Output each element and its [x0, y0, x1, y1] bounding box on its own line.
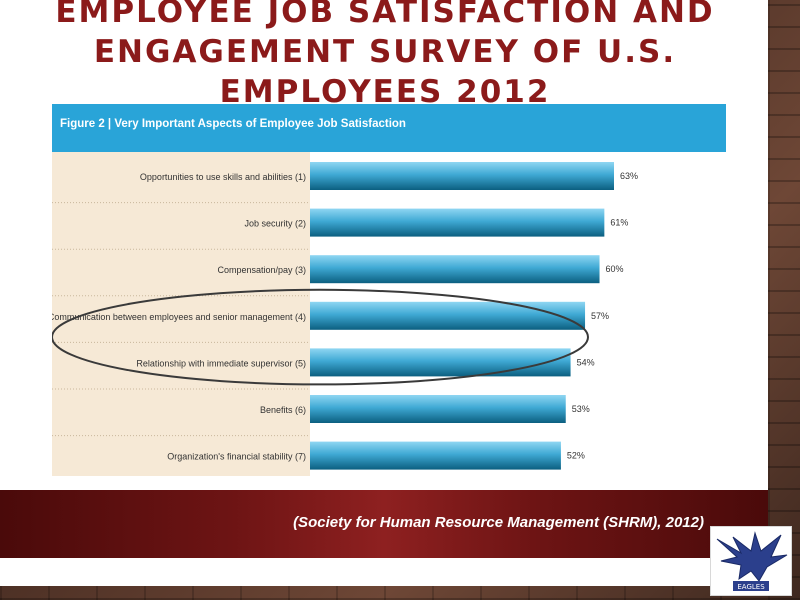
slide-title: EMPLOYEE JOB SATISFACTION AND ENGAGEMENT… — [55, 0, 715, 110]
bar — [310, 255, 600, 284]
bar — [310, 301, 586, 330]
category-label: Job security (2) — [244, 219, 306, 229]
value-label: 54% — [577, 357, 595, 367]
bar — [310, 348, 571, 377]
chart-header: Figure 2 | Very Important Aspects of Emp… — [52, 104, 726, 152]
category-label: Organization's financial stability (7) — [167, 452, 306, 462]
category-label: Communication between employees and seni… — [52, 312, 306, 322]
citation-text: (Society for Human Resource Management (… — [293, 514, 704, 531]
eagle-logo-icon: EAGLES — [710, 526, 792, 596]
value-label: 60% — [606, 264, 624, 274]
bar-chart: Opportunities to use skills and abilitie… — [52, 162, 638, 470]
footer-band: (Society for Human Resource Management (… — [0, 490, 768, 558]
slide: EMPLOYEE JOB SATISFACTION AND ENGAGEMENT… — [0, 0, 768, 586]
bar — [310, 208, 605, 237]
value-label: 63% — [620, 171, 638, 181]
bar — [310, 441, 561, 470]
chart-figure: Figure 2 | Very Important Aspects of Emp… — [52, 104, 726, 476]
chart-title: Figure 2 | Very Important Aspects of Emp… — [60, 118, 406, 130]
category-label: Relationship with immediate supervisor (… — [136, 358, 306, 368]
category-label: Benefits (6) — [260, 405, 306, 415]
value-label: 57% — [591, 311, 609, 321]
category-label: Opportunities to use skills and abilitie… — [140, 172, 306, 182]
value-label: 53% — [572, 404, 590, 414]
bottom-strip — [0, 572, 768, 586]
value-label: 61% — [610, 218, 628, 228]
bar — [310, 162, 614, 190]
value-label: 52% — [567, 451, 585, 461]
bar — [310, 395, 566, 423]
category-label: Compensation/pay (3) — [217, 265, 306, 275]
highlight-ellipse — [52, 288, 589, 386]
logo-text: EAGLES — [737, 583, 765, 591]
